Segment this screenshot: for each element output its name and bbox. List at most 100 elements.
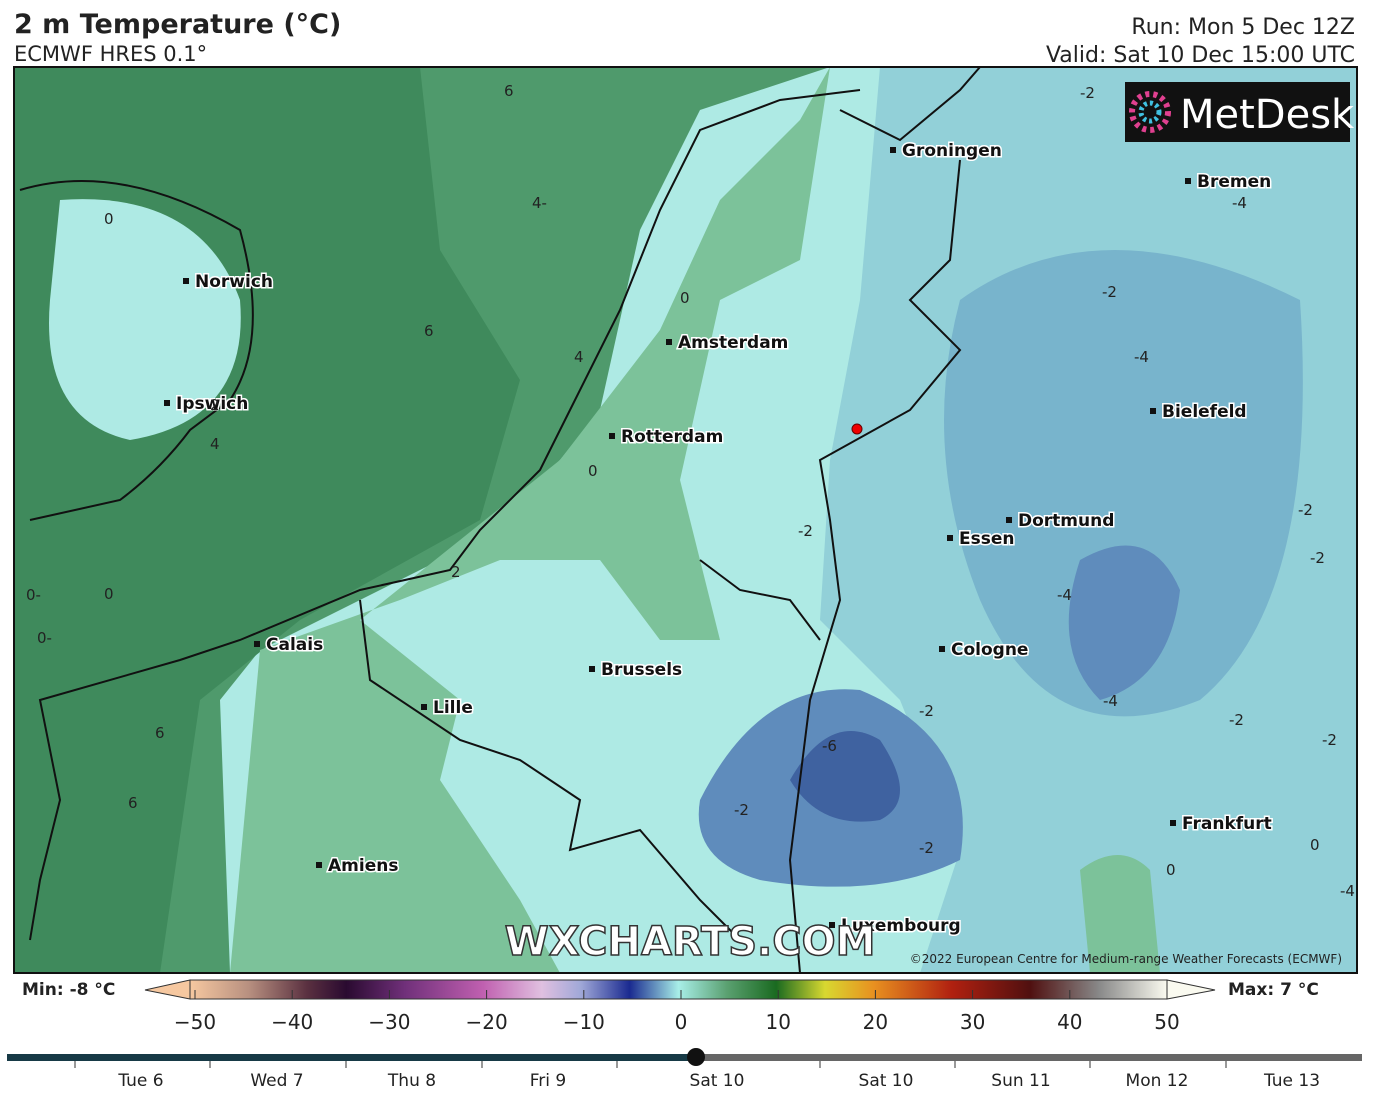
city-dot: [947, 535, 953, 541]
colorbar-tick-label: 50: [1154, 1010, 1179, 1034]
timeline-day[interactable]: Sat 10: [690, 1071, 745, 1091]
logo: MetDesk: [1180, 92, 1355, 138]
contour-label: 6: [155, 724, 165, 742]
timeline-day[interactable]: Tue 13: [1263, 1071, 1320, 1091]
contour-label: -4: [1134, 348, 1149, 366]
city-dot: [609, 433, 615, 439]
logo-icon: [1129, 91, 1171, 133]
model: ECMWF HRES 0.1°: [14, 42, 207, 66]
city-dot: [183, 278, 189, 284]
contour-label: -2: [1102, 283, 1117, 301]
timeline-day[interactable]: Sat 10: [859, 1071, 914, 1091]
city-dot: [316, 862, 322, 868]
city-label: Dortmund: [1018, 511, 1114, 531]
map-frame: [13, 66, 1358, 974]
timeline-progress: [7, 1054, 696, 1061]
city-label: Bielefeld: [1162, 402, 1247, 422]
contour-label: 2: [451, 563, 461, 581]
city-label: Cologne: [951, 640, 1028, 660]
contour-label: -4: [1232, 194, 1247, 212]
colorbar-tick-label: 0: [675, 1010, 688, 1034]
contour-label: -2: [734, 801, 749, 819]
city-dot: [1185, 178, 1191, 184]
city-label: Bremen: [1197, 172, 1271, 192]
timeline-day[interactable]: Wed 7: [250, 1071, 303, 1091]
city-label: Norwich: [195, 272, 273, 292]
timeline-day[interactable]: Thu 8: [387, 1071, 436, 1091]
contour-label: -2: [798, 522, 813, 540]
contour-label: 4: [574, 348, 584, 366]
watermark: WXCHARTS.COM: [505, 919, 876, 965]
contour-label: 6: [128, 794, 138, 812]
colorbar-tick-label: −10: [563, 1010, 605, 1034]
contour-label: 0-: [37, 629, 52, 647]
colorbar-tick-label: 10: [765, 1010, 790, 1034]
contour-label: -2: [919, 839, 934, 857]
city-dot: [890, 147, 896, 153]
city-dot: [1170, 820, 1176, 826]
contour-label: 0: [680, 289, 690, 307]
city-dot: [829, 922, 835, 928]
colorbar: [189, 979, 1168, 1000]
contour-label: -2: [1310, 549, 1325, 567]
contour-label: -2: [1229, 711, 1244, 729]
timeline-knob[interactable]: [687, 1048, 705, 1066]
timeline-day[interactable]: Fri 9: [530, 1071, 566, 1091]
city-dot: [164, 400, 170, 406]
colorbar-tick-label: 40: [1057, 1010, 1082, 1034]
marker: [851, 423, 863, 435]
contour-label: -4: [1103, 692, 1118, 710]
colorbar-tick-label: −40: [271, 1010, 313, 1034]
contour-label: -2: [1322, 731, 1337, 749]
city-dot: [589, 666, 595, 672]
contour-label: 6: [424, 322, 434, 340]
city-dot: [421, 704, 427, 710]
colorbar-tick-label: −20: [465, 1010, 507, 1034]
contour-label: 6: [504, 82, 514, 100]
city-label: Amsterdam: [678, 333, 788, 353]
city-label: Ipswich: [176, 394, 248, 414]
contour-label: 0: [104, 585, 114, 603]
contour-label: 0-: [26, 586, 41, 604]
colorbar-tick-label: 20: [863, 1010, 888, 1034]
city-label: Rotterdam: [621, 427, 723, 447]
contour-label: 4: [210, 435, 220, 453]
contour-label: -2: [919, 702, 934, 720]
contour-label: 0: [1310, 836, 1320, 854]
city-label: Frankfurt: [1182, 814, 1272, 834]
map: Groningen Bremen Norwich Amsterdam Ipswich Ro…: [14, 67, 1357, 973]
run: Run: Mon 5 Dec 12Z: [1131, 15, 1355, 40]
contour-label: -2: [1080, 84, 1095, 102]
timeline-day[interactable]: Tue 6: [117, 1071, 163, 1091]
valid: Valid: Sat 10 Dec 15:00 UTC: [1046, 43, 1355, 68]
contour-label: 2: [210, 396, 220, 414]
city-label: Lille: [433, 698, 473, 718]
timeline-day[interactable]: Mon 12: [1126, 1071, 1189, 1091]
colorbar-tick-label: −30: [368, 1010, 410, 1034]
colorbar-max: Max: 7 °C: [1228, 980, 1319, 1000]
city-dot: [666, 339, 672, 345]
contour-label: -4: [1340, 882, 1355, 900]
city-dot: [1006, 517, 1012, 523]
contour-label: -4: [1057, 586, 1072, 604]
city-label: Calais: [266, 635, 323, 655]
logo-bg: [1125, 82, 1350, 142]
city-label: Brussels: [601, 660, 682, 680]
city-label: Essen: [959, 529, 1014, 549]
contour-label: 4-: [532, 194, 547, 212]
city-label: Groningen: [902, 141, 1002, 161]
colorbar-tick-label: −50: [174, 1010, 216, 1034]
contour-label: -2: [1298, 501, 1313, 519]
contour-label: -6: [822, 737, 837, 755]
colorbar-high-end: [1166, 979, 1216, 1000]
copyright: ©2022 European Centre for Medium-range W…: [910, 952, 1342, 966]
city-dot: [939, 646, 945, 652]
contour-label: 0: [588, 462, 598, 480]
city-dot: [254, 641, 260, 647]
city-label: Amiens: [328, 856, 398, 876]
colorbar-low-end: [144, 979, 191, 1000]
colorbar-tick-label: 30: [960, 1010, 985, 1034]
timeline-day[interactable]: Sun 11: [991, 1071, 1050, 1091]
city-dot: [1150, 408, 1156, 414]
